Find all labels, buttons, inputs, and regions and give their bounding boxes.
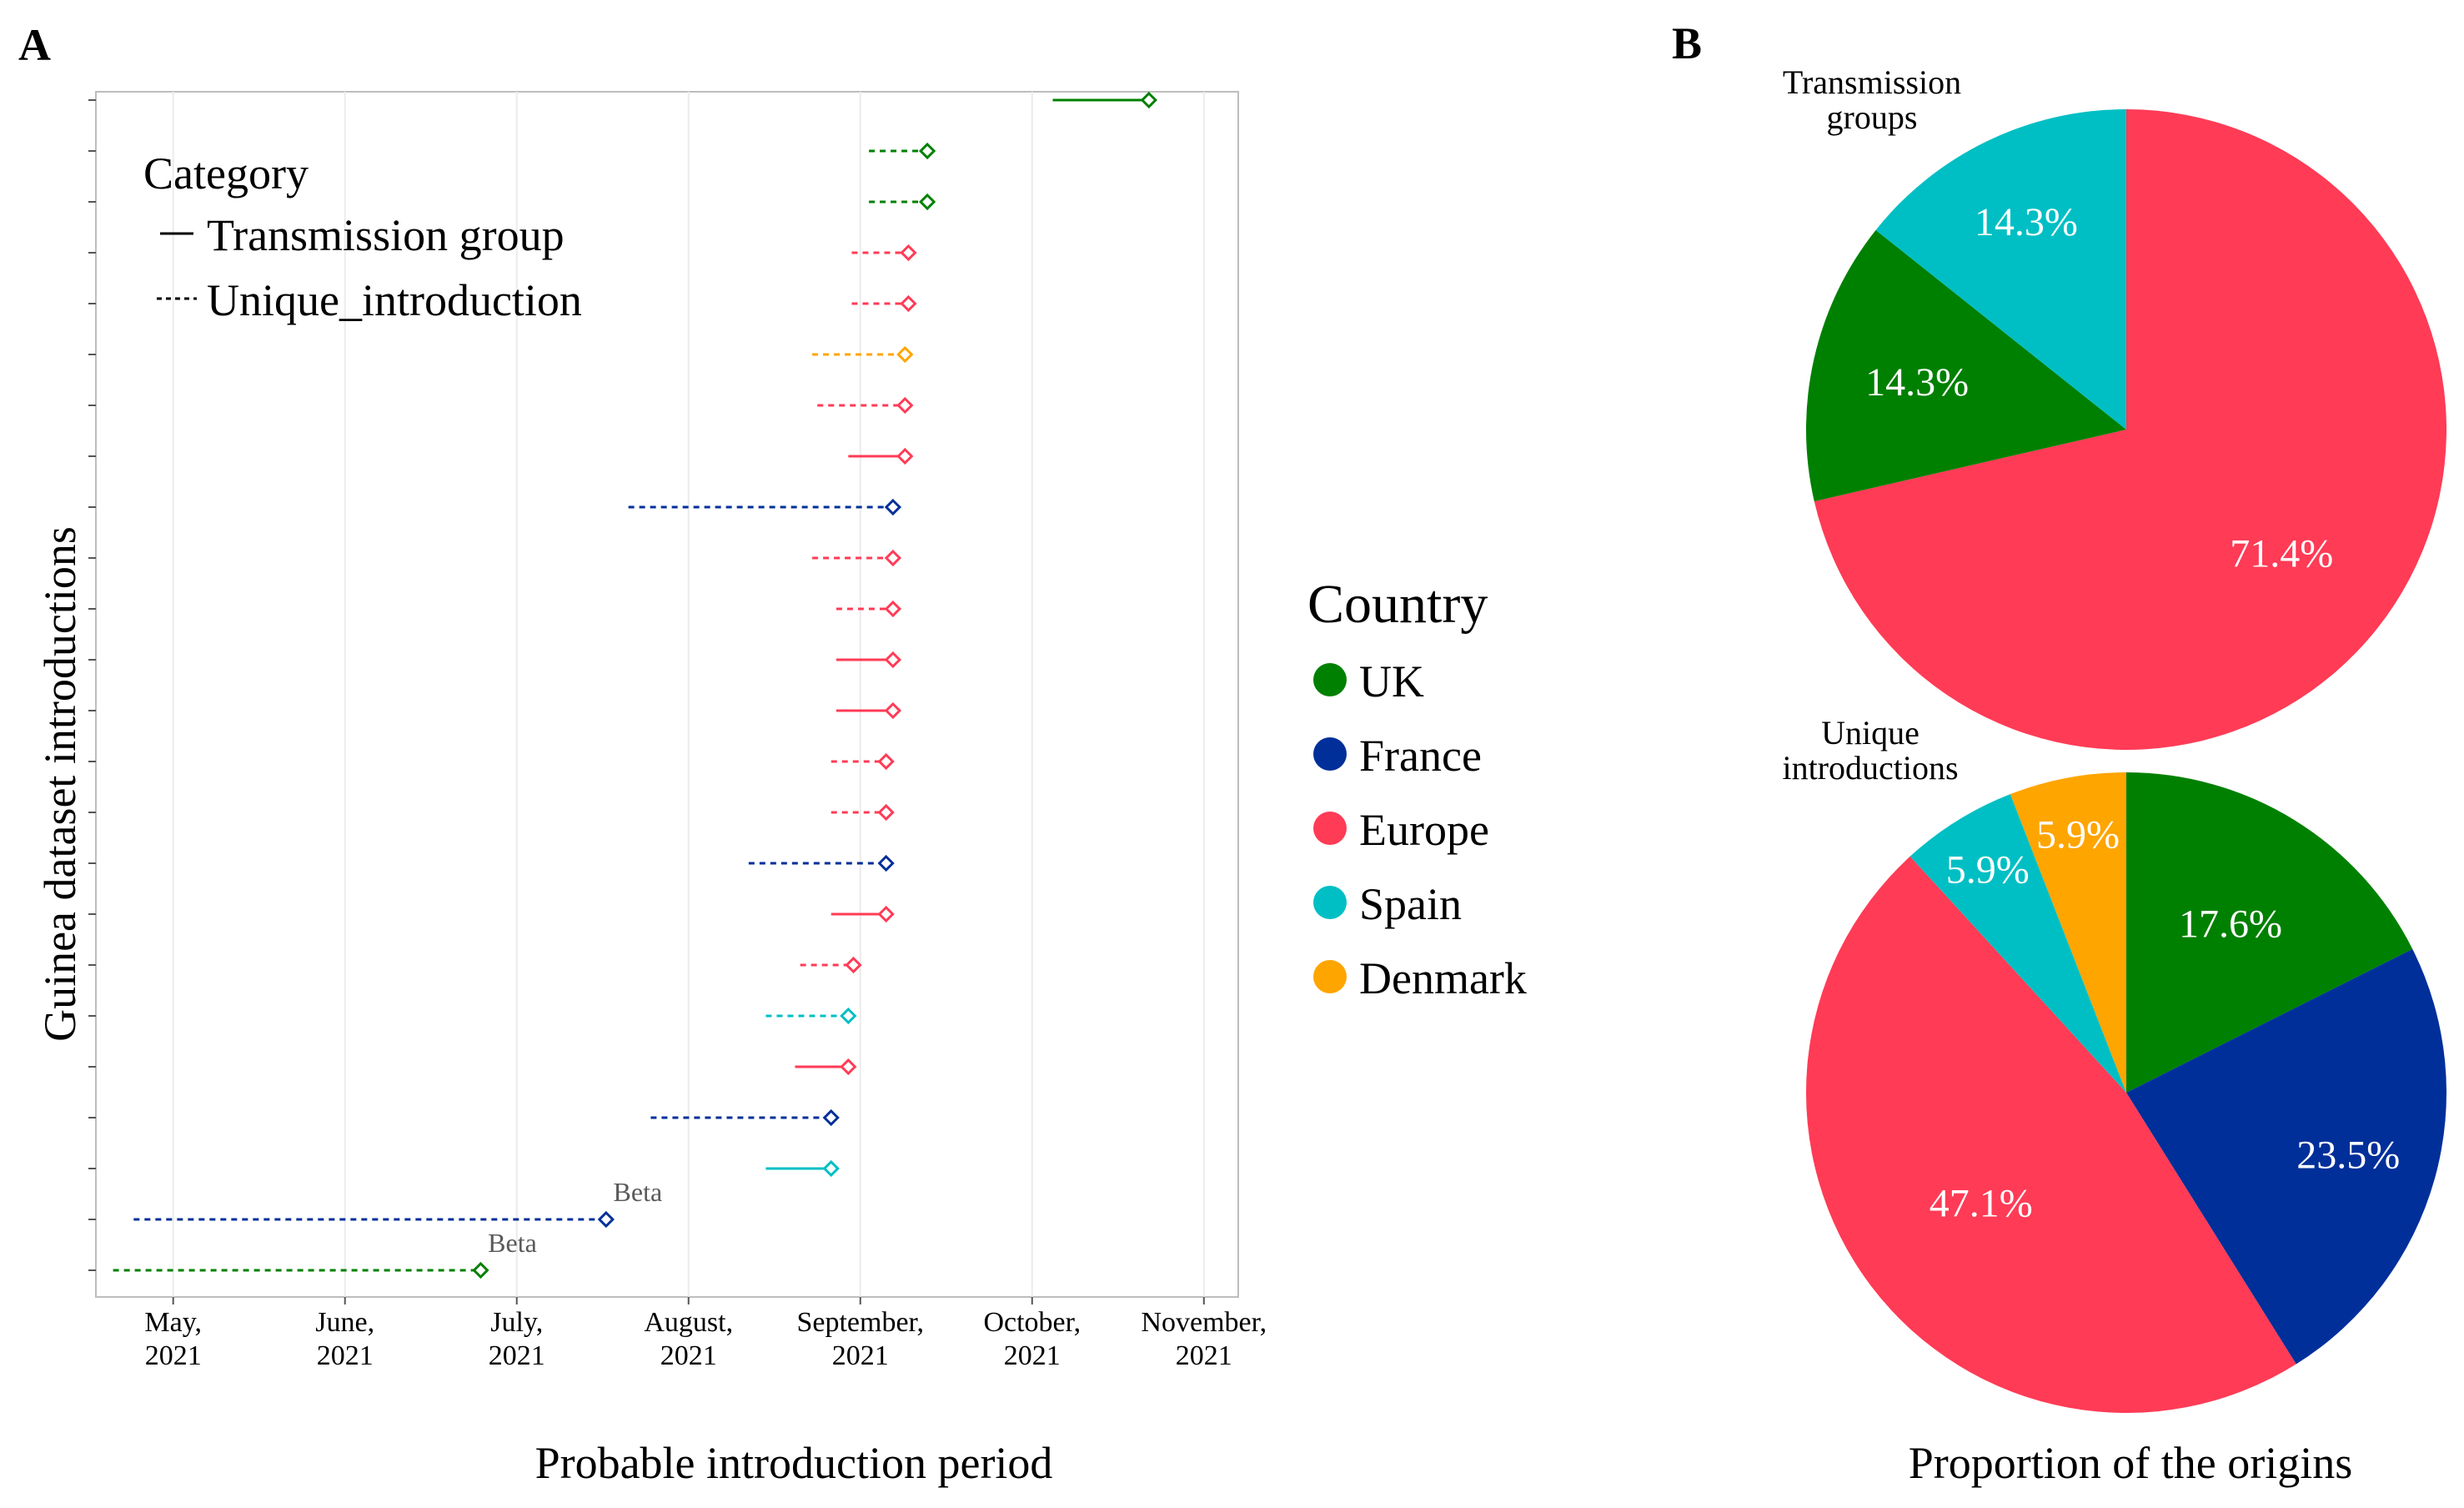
- x-tick-label: 2021: [1176, 1340, 1232, 1371]
- pie-slice-label: 17.6%: [2179, 902, 2282, 946]
- legend-label-spain: Spain: [1359, 879, 1462, 929]
- end-diamond: [472, 1261, 489, 1279]
- pie-slice: [1909, 794, 2126, 1093]
- end-diamond: [900, 294, 917, 313]
- gridlines: [172, 92, 1205, 1304]
- legend-label-denmark: Denmark: [1359, 953, 1527, 1003]
- legend-swatch-spain: [1313, 886, 1347, 919]
- x-tick-label: May,: [144, 1307, 202, 1338]
- pie-slice: [1806, 229, 2126, 502]
- end-diamond: [822, 1159, 840, 1178]
- pie-slice: [2010, 772, 2126, 1093]
- variant-annotation: Beta: [614, 1177, 663, 1207]
- pie-slice-label: 14.3%: [1975, 200, 2078, 244]
- legend-label-uk: UK: [1359, 656, 1424, 706]
- pie-slice: [1875, 109, 2126, 430]
- pie-transmission-groups: Transmission groups 71.4% 14.3% 14.3%: [1783, 63, 2447, 750]
- x-tick-label: 2021: [1004, 1340, 1061, 1371]
- pie2-title-line2: introductions: [1782, 749, 1958, 787]
- x-tick-label: July,: [490, 1307, 543, 1338]
- pie-unique-introductions: Unique introductions 17.6% 23.5% 47.1% 5.9%…: [1782, 714, 2447, 1488]
- x-tick-label: September,: [796, 1307, 924, 1338]
- legend-item-transmission-group: Transmission group: [207, 210, 565, 260]
- x-tick-label: 2021: [317, 1340, 374, 1371]
- x-tick-labels: May,2021June,2021July,2021August,2021Sep…: [144, 1307, 1267, 1371]
- interval-marks: Beta Beta: [113, 91, 1157, 1279]
- pie1-slices: 71.4% 14.3% 14.3%: [1806, 109, 2447, 750]
- pie-slice: [2126, 948, 2447, 1365]
- end-diamond: [896, 447, 914, 465]
- end-diamond: [896, 396, 914, 415]
- legend-label-france: France: [1359, 731, 1482, 781]
- x-tick-label: 2021: [489, 1340, 545, 1371]
- end-diamond: [1140, 91, 1157, 109]
- x-tick-label: October,: [983, 1307, 1081, 1338]
- y-axis-title: Guinea dataset introductions: [35, 526, 85, 1042]
- variant-annotation: Beta: [488, 1228, 537, 1258]
- pie2-title-line1: Unique: [1821, 714, 1920, 751]
- country-legend: Country UK France Europe Spain Denmark: [1307, 574, 1527, 1003]
- pie-slice-label: 47.1%: [1930, 1182, 2033, 1226]
- end-diamond: [877, 752, 895, 771]
- legend-label-europe: Europe: [1359, 805, 1489, 855]
- x-tick-label: 2021: [832, 1340, 889, 1371]
- end-diamond: [822, 1108, 840, 1127]
- introduction-timeline-chart: May,2021June,2021July,2021August,2021Sep…: [35, 91, 1267, 1488]
- pie-slice: [1805, 856, 2296, 1414]
- pie-slice: [2126, 772, 2413, 1093]
- end-diamond: [884, 498, 902, 516]
- end-diamond: [877, 803, 895, 822]
- end-diamond: [884, 549, 902, 567]
- legend-item-unique-introduction: Unique_introduction: [207, 275, 582, 325]
- end-diamond: [877, 854, 895, 872]
- end-diamond: [597, 1210, 615, 1229]
- category-legend: Category Transmission group Unique_intro…: [143, 148, 582, 325]
- x-axis-title: Probable introduction period: [535, 1438, 1053, 1488]
- end-diamond: [918, 142, 936, 160]
- x-tick-label: November,: [1141, 1307, 1267, 1338]
- pie2-slices: 17.6% 23.5% 47.1% 5.9%5.9%: [1805, 772, 2447, 1414]
- panel-b-label: B: [1672, 18, 1702, 68]
- pie-slice-label: 14.3%: [1865, 360, 1969, 405]
- country-legend-title: Country: [1307, 574, 1488, 635]
- pie-slice-label: 5.9%: [2036, 813, 2120, 857]
- x-tick-label: August,: [644, 1307, 733, 1338]
- pie-slice-label: 71.4%: [2230, 531, 2333, 576]
- end-diamond: [840, 1058, 857, 1076]
- pie-axis-title: Proportion of the origins: [1909, 1438, 2352, 1488]
- end-diamond: [884, 651, 902, 669]
- pie1-title-line1: Transmission: [1783, 63, 1961, 101]
- pie-slice-label: 23.5%: [2296, 1134, 2400, 1178]
- y-ticks: [88, 99, 96, 1271]
- end-diamond: [877, 905, 895, 923]
- legend-swatch-europe: [1313, 812, 1347, 845]
- x-tick-label: 2021: [145, 1340, 202, 1371]
- panel-a-label: A: [18, 20, 51, 70]
- end-diamond: [900, 244, 917, 262]
- plot-frame: [95, 91, 1239, 1298]
- end-diamond: [884, 701, 902, 720]
- pie-slice: [1814, 109, 2447, 750]
- end-diamond: [896, 345, 914, 364]
- end-diamond: [884, 600, 902, 618]
- legend-swatch-uk: [1313, 663, 1347, 696]
- end-diamond: [918, 193, 936, 211]
- end-diamond: [840, 1007, 857, 1025]
- x-tick-label: 2021: [660, 1340, 717, 1371]
- pie1-title-line2: groups: [1827, 98, 1918, 136]
- end-diamond: [845, 956, 862, 974]
- pie-slice-label: 5.9%: [1946, 848, 2030, 892]
- x-tick-label: June,: [315, 1307, 374, 1338]
- category-legend-title: Category: [143, 148, 309, 199]
- legend-swatch-denmark: [1313, 960, 1347, 993]
- legend-swatch-france: [1313, 737, 1347, 771]
